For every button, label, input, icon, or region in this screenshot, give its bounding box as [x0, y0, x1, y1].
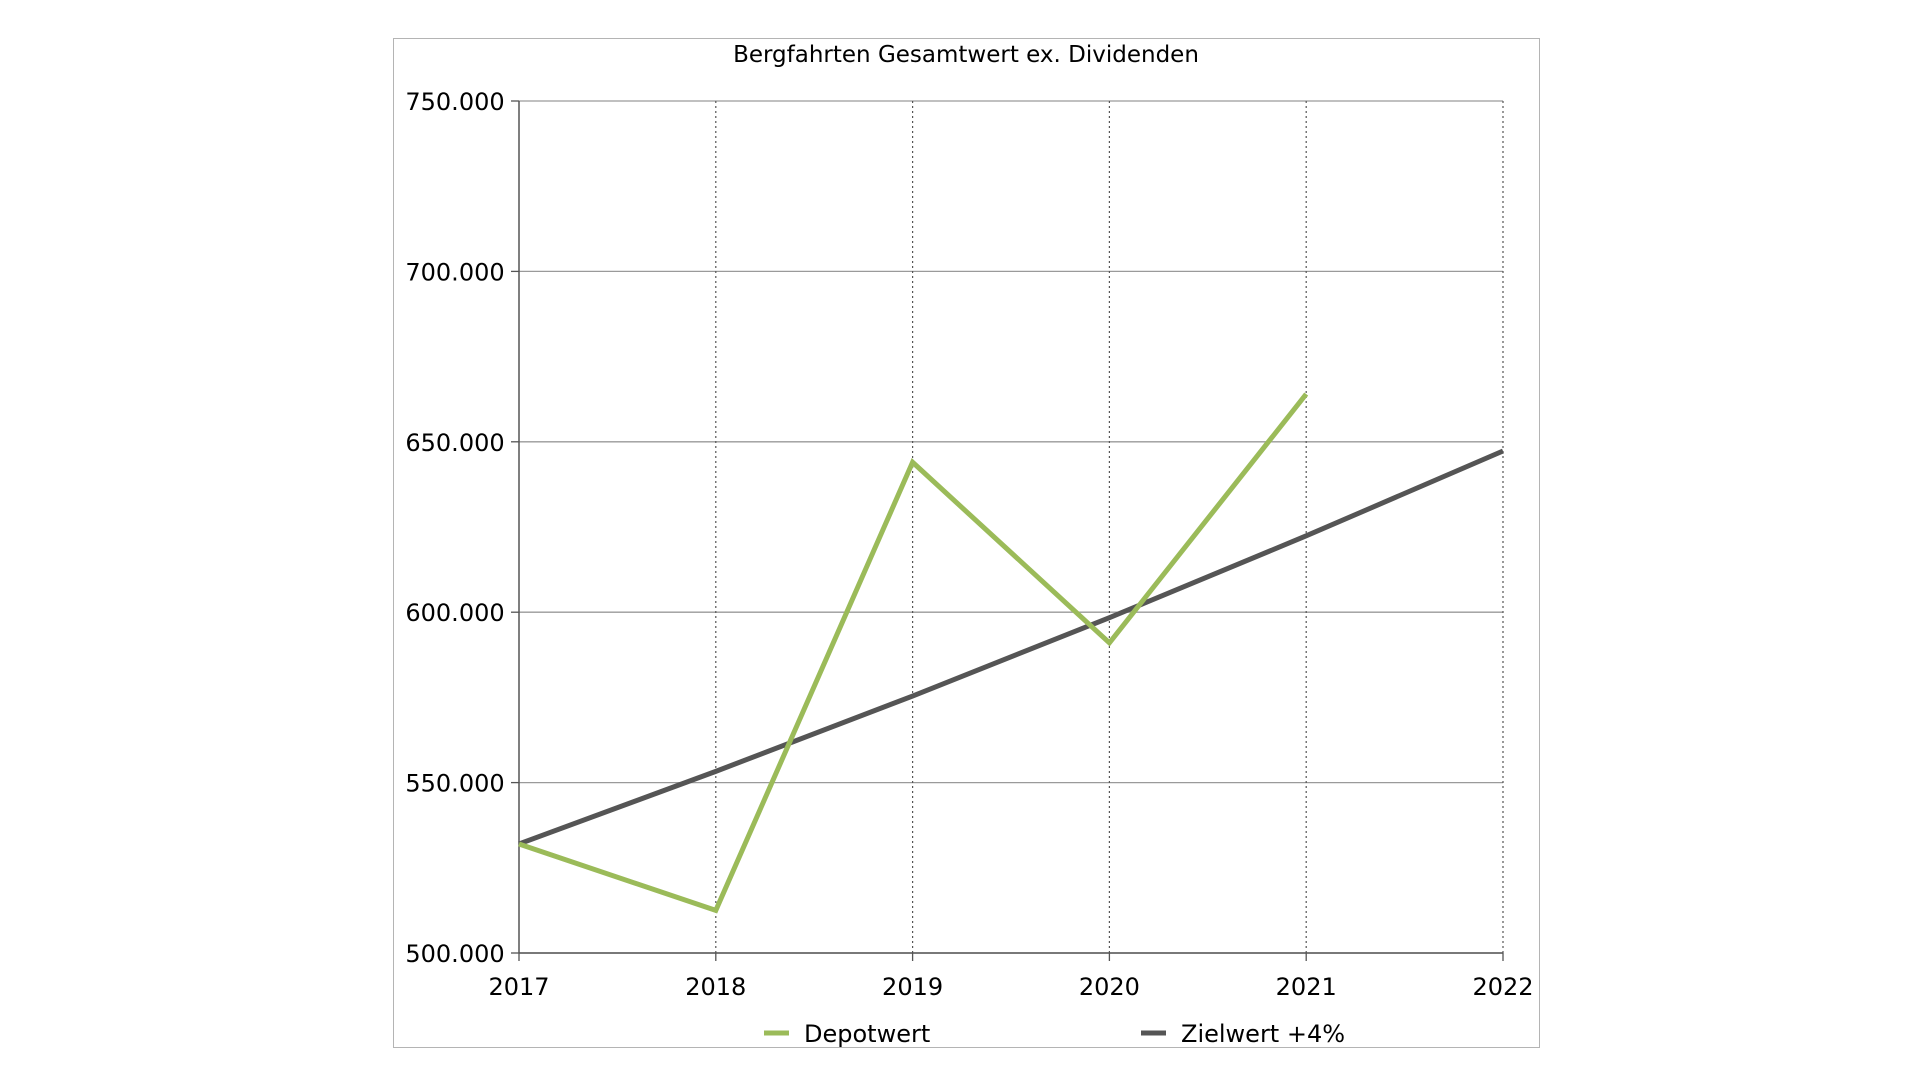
x-tick-label: 2017: [488, 973, 549, 1001]
y-tick-label: 550.000: [405, 770, 504, 798]
series-line-depotwert: [518, 392, 1309, 914]
chart-frame: [393, 38, 1540, 1048]
x-tick-label: 2020: [1079, 973, 1140, 1001]
legend-label: Zielwert +4%: [1181, 1020, 1345, 1048]
grid: [519, 100, 1504, 954]
x-tick-label: 2018: [685, 973, 746, 1001]
series: [518, 392, 1504, 914]
y-tick-label: 500.000: [405, 940, 504, 968]
y-tick-label: 750.000: [405, 88, 504, 116]
x-tick-label: 2021: [1276, 973, 1337, 1001]
series-line-zielwert-4: [518, 448, 1504, 847]
x-tick-label: 2022: [1472, 973, 1533, 1001]
y-tick-label: 650.000: [405, 429, 504, 457]
chart-title: Bergfahrten Gesamtwert ex. Dividenden: [733, 42, 1199, 68]
legend: Depotwert Zielwert +4%: [764, 1020, 1345, 1048]
y-tick-label: 600.000: [405, 599, 504, 627]
legend-label: Depotwert: [804, 1020, 930, 1048]
y-tick-label: 700.000: [405, 258, 504, 286]
axes: 500.000 550.000 600.000 650.000 700.000 750.0…: [405, 88, 1533, 1001]
x-tick-label: 2019: [882, 973, 943, 1001]
